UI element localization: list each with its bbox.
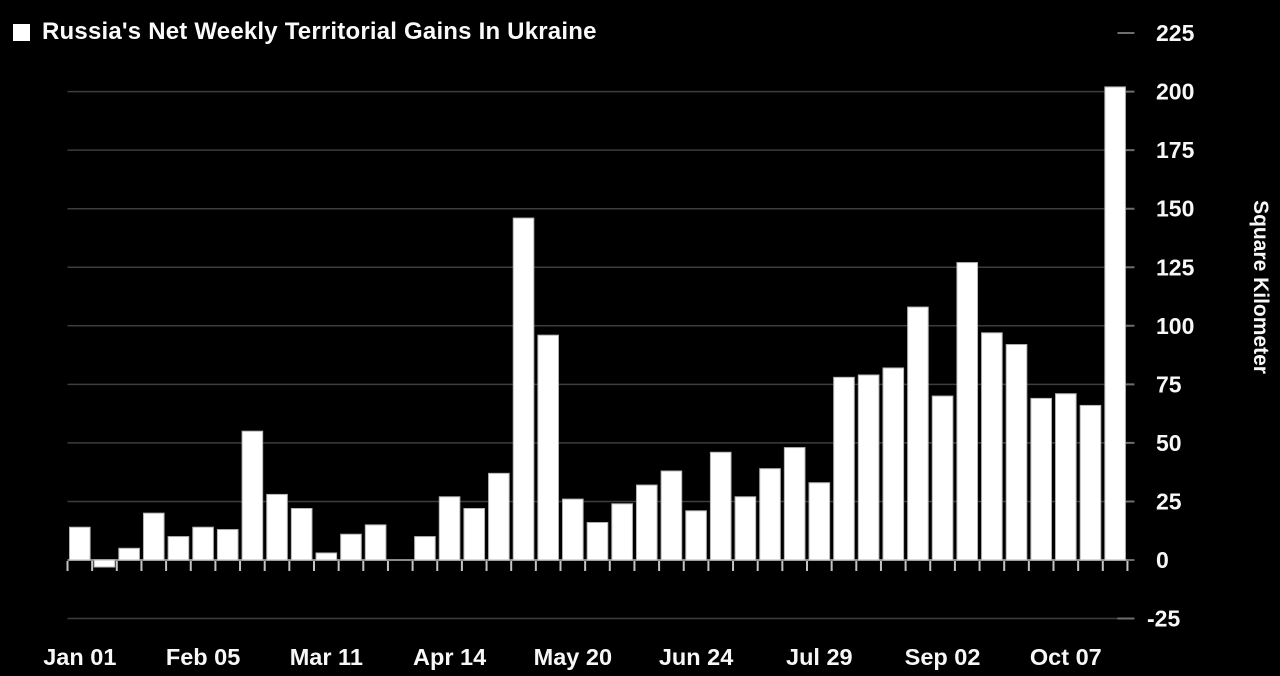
- bar: [1005, 344, 1028, 561]
- y-tick-label: -25: [1147, 606, 1180, 632]
- bar: [685, 510, 707, 561]
- y-tick-label: 150: [1156, 196, 1194, 222]
- chart-legend: Russia's Net Weekly Territorial Gains In…: [13, 18, 597, 46]
- bar: [1030, 397, 1052, 561]
- bar: [512, 217, 535, 561]
- bar: [907, 306, 929, 561]
- bar: [931, 395, 954, 561]
- bar: [808, 482, 831, 561]
- y-tick-label: 75: [1156, 371, 1182, 397]
- bar: [216, 529, 239, 561]
- bar: [340, 533, 362, 561]
- bar: [709, 451, 732, 561]
- y-tick-label: 175: [1156, 137, 1195, 163]
- legend-square-icon: [13, 23, 30, 41]
- bar: [463, 507, 486, 561]
- bar: [586, 522, 609, 561]
- y-axis-title: Square Kilometer: [1249, 200, 1272, 374]
- bar: [1055, 393, 1077, 561]
- bar: [93, 559, 116, 568]
- y-tick-label: 125: [1156, 254, 1195, 280]
- bar: [981, 332, 1003, 561]
- chart-title: Russia's Net Weekly Territorial Gains In…: [42, 18, 597, 45]
- y-tick-label: 200: [1156, 79, 1194, 105]
- y-tick-label: 100: [1156, 313, 1194, 339]
- bar: [69, 526, 91, 561]
- bar: [315, 552, 338, 561]
- bar: [290, 507, 313, 561]
- y-tick-label: 0: [1156, 547, 1169, 573]
- y-tick-label: 25: [1156, 488, 1182, 514]
- bar: [1104, 86, 1126, 561]
- bar: [635, 484, 658, 561]
- bar: [562, 498, 584, 561]
- bar: [192, 526, 214, 561]
- x-tick-label: May 20: [534, 644, 612, 670]
- bar: [266, 493, 288, 561]
- bar: [488, 472, 510, 561]
- x-tick-label: Sep 02: [905, 644, 981, 670]
- bar: [611, 503, 633, 561]
- x-tick-label: Feb 05: [166, 644, 240, 670]
- y-tick-label: 50: [1156, 430, 1182, 456]
- x-tick-label: Oct 07: [1030, 644, 1102, 670]
- x-tick-label: Apr 14: [413, 644, 486, 670]
- x-tick-label: Mar 11: [290, 644, 363, 670]
- bar: [142, 512, 165, 561]
- bar: [857, 374, 880, 561]
- bar: [364, 524, 387, 561]
- bar: [660, 470, 683, 561]
- bar: [734, 496, 757, 561]
- bar: [167, 536, 190, 561]
- bar: [118, 547, 140, 561]
- bar: [833, 376, 855, 561]
- bar: [438, 496, 461, 561]
- bar: [537, 334, 559, 561]
- bar: [759, 468, 781, 561]
- bar: [241, 430, 264, 561]
- bar: [956, 262, 979, 561]
- y-tick-label: 225: [1156, 20, 1195, 46]
- x-tick-label: Jan 01: [43, 644, 116, 670]
- x-tick-label: Jun 24: [659, 644, 733, 670]
- bar: [882, 367, 905, 561]
- bar: [783, 447, 806, 561]
- bar: [1079, 404, 1102, 561]
- bar: [414, 536, 436, 561]
- x-tick-label: Jul 29: [786, 644, 853, 670]
